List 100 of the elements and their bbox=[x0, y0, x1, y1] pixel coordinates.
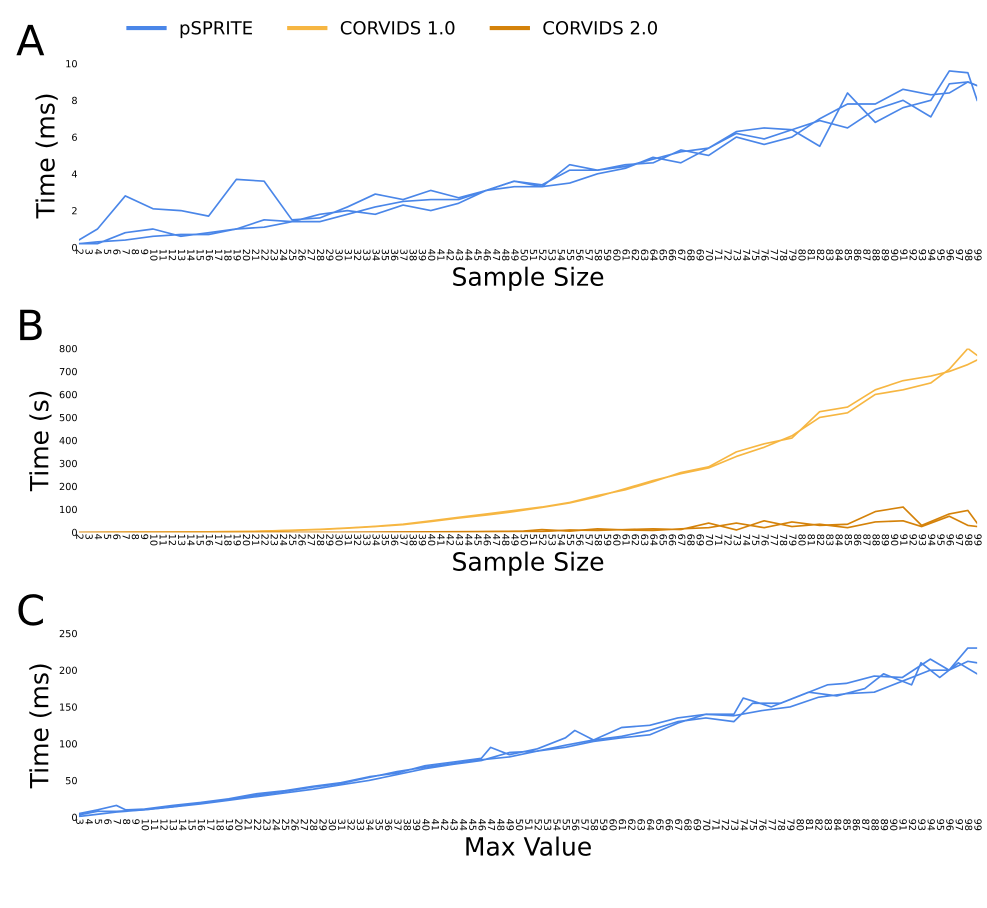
x-tick-label: 42 bbox=[446, 534, 454, 546]
x-tick-label: 89 bbox=[882, 534, 890, 546]
x-tick-label: 66 bbox=[668, 534, 676, 546]
x-tick-label: 83 bbox=[826, 534, 834, 546]
x-tick-label: 5 bbox=[94, 819, 102, 824]
x-tick-label: 68 bbox=[687, 249, 695, 260]
x-tick-label: 21 bbox=[252, 534, 260, 546]
y-axis-title: Time (ms) bbox=[29, 664, 52, 788]
x-tick-label: 71 bbox=[715, 250, 722, 260]
x-tick-label: 10 bbox=[150, 250, 158, 260]
x-tick-label: 73 bbox=[734, 250, 741, 260]
x-tick-label: 13 bbox=[170, 820, 178, 830]
x-tick-label: 15 bbox=[188, 820, 196, 830]
x-tick-label: 53 bbox=[548, 534, 556, 546]
x-tick-label: 54 bbox=[558, 534, 565, 546]
x-tick-label: 35 bbox=[382, 534, 390, 546]
x-tick-label: 98 bbox=[965, 249, 972, 260]
x-tick-label: 20 bbox=[242, 249, 250, 260]
x-tick-label: 22 bbox=[261, 249, 269, 260]
x-tick-label: 96 bbox=[946, 534, 954, 546]
x-tick-label: 42 bbox=[446, 249, 454, 260]
x-tick-label: 17 bbox=[207, 820, 214, 830]
x-tick-label: 18 bbox=[216, 820, 224, 830]
x-tick-label: 93 bbox=[918, 249, 926, 260]
x-tick-label: 40 bbox=[428, 534, 436, 546]
y-tick-label: 0 bbox=[72, 244, 77, 252]
x-tick-label: 26 bbox=[291, 819, 299, 830]
x-tick-label: 19 bbox=[234, 534, 241, 546]
x-tick-label: 71 bbox=[712, 819, 720, 830]
x-tick-label: 10 bbox=[150, 534, 158, 546]
x-tick-label: 87 bbox=[863, 249, 871, 260]
x-tick-label: 84 bbox=[835, 249, 843, 261]
x-axis-title: Sample Size bbox=[453, 552, 604, 576]
x-tick-label: 94 bbox=[928, 249, 936, 261]
x-tick-label: 89 bbox=[882, 249, 890, 260]
x-tick-label: 33 bbox=[356, 819, 364, 830]
x-tick-label: 98 bbox=[964, 819, 972, 830]
x-tick-label: 4 bbox=[86, 819, 93, 824]
x-tick-label: 21 bbox=[252, 249, 260, 260]
x-tick-label: 52 bbox=[534, 819, 542, 830]
x-tick-label: 97 bbox=[956, 534, 964, 546]
x-tick-label: 30 bbox=[335, 534, 343, 546]
x-tick-label: 55 bbox=[562, 819, 570, 830]
x-tick-label: 34 bbox=[372, 250, 380, 261]
x-tick-label: 43 bbox=[456, 534, 464, 546]
x-tick-label: 29 bbox=[319, 819, 327, 830]
x-tick-label: 30 bbox=[328, 819, 336, 830]
x-tick-label: 6 bbox=[113, 534, 121, 540]
x-tick-label: 75 bbox=[752, 250, 760, 260]
x-tick-label: 74 bbox=[742, 250, 750, 261]
x-tick-label: 15 bbox=[196, 250, 204, 260]
x-tick-label: 17 bbox=[215, 250, 222, 260]
x-tick-label: 35 bbox=[382, 250, 390, 260]
x-tick-label: 96 bbox=[946, 249, 954, 261]
y-tick-label: 800 bbox=[60, 344, 77, 352]
x-tick-label: 37 bbox=[394, 819, 402, 830]
x-tick-label: 11 bbox=[151, 820, 158, 830]
x-tick-label: 25 bbox=[282, 819, 290, 830]
x-tick-label: 61 bbox=[622, 534, 630, 546]
x-tick-label: 76 bbox=[761, 534, 769, 546]
x-tick-label: 82 bbox=[816, 249, 824, 260]
x-tick-label: 56 bbox=[576, 250, 584, 261]
x-tick-label: 25 bbox=[289, 249, 296, 260]
x-tick-label: 13 bbox=[178, 534, 186, 546]
x-tick-label: 86 bbox=[852, 819, 860, 830]
x-tick-label: 20 bbox=[235, 819, 243, 830]
x-tick-label: 23 bbox=[270, 534, 278, 546]
x-tick-label: 30 bbox=[335, 250, 343, 260]
x-tick-label: 62 bbox=[632, 249, 640, 260]
x-tick-label: 69 bbox=[696, 249, 704, 260]
x-tick-label: 80 bbox=[798, 534, 806, 546]
x-tick-label: 99 bbox=[974, 534, 982, 546]
x-tick-label: 83 bbox=[826, 249, 834, 260]
x-tick-label: 72 bbox=[724, 250, 732, 260]
x-tick-label: 45 bbox=[469, 819, 476, 830]
x-tick-label: 14 bbox=[179, 820, 186, 830]
x-tick-label: 94 bbox=[928, 534, 936, 546]
x-tick-label: 39 bbox=[418, 534, 426, 546]
x-tick-label: 81 bbox=[806, 819, 814, 830]
x-tick-label: 66 bbox=[666, 819, 673, 830]
x-tick-label: 64 bbox=[646, 819, 654, 830]
x-tick-label: 65 bbox=[659, 534, 667, 546]
x-tick-label: 27 bbox=[308, 249, 315, 260]
y-tick-label: 2 bbox=[72, 207, 77, 214]
x-tick-label: 62 bbox=[628, 819, 636, 830]
x-tick-label: 92 bbox=[909, 534, 917, 546]
x-tick-label: 85 bbox=[844, 249, 852, 260]
y-tick-label: 6 bbox=[72, 134, 77, 141]
x-tick-label: 24 bbox=[280, 249, 288, 261]
x-tick-label: 93 bbox=[918, 819, 926, 830]
x-tick-label: 25 bbox=[289, 534, 296, 546]
x-tick-label: 60 bbox=[609, 819, 617, 830]
x-tick-label: 66 bbox=[668, 249, 676, 261]
x-tick-label: 91 bbox=[900, 249, 908, 260]
x-tick-label: 69 bbox=[696, 534, 704, 546]
x-tick-label: 17 bbox=[215, 534, 222, 546]
x-tick-label: 9 bbox=[140, 534, 148, 540]
x-tick-label: 29 bbox=[326, 249, 334, 260]
x-tick-label: 77 bbox=[768, 819, 776, 830]
y-tick-label: 100 bbox=[60, 506, 77, 514]
